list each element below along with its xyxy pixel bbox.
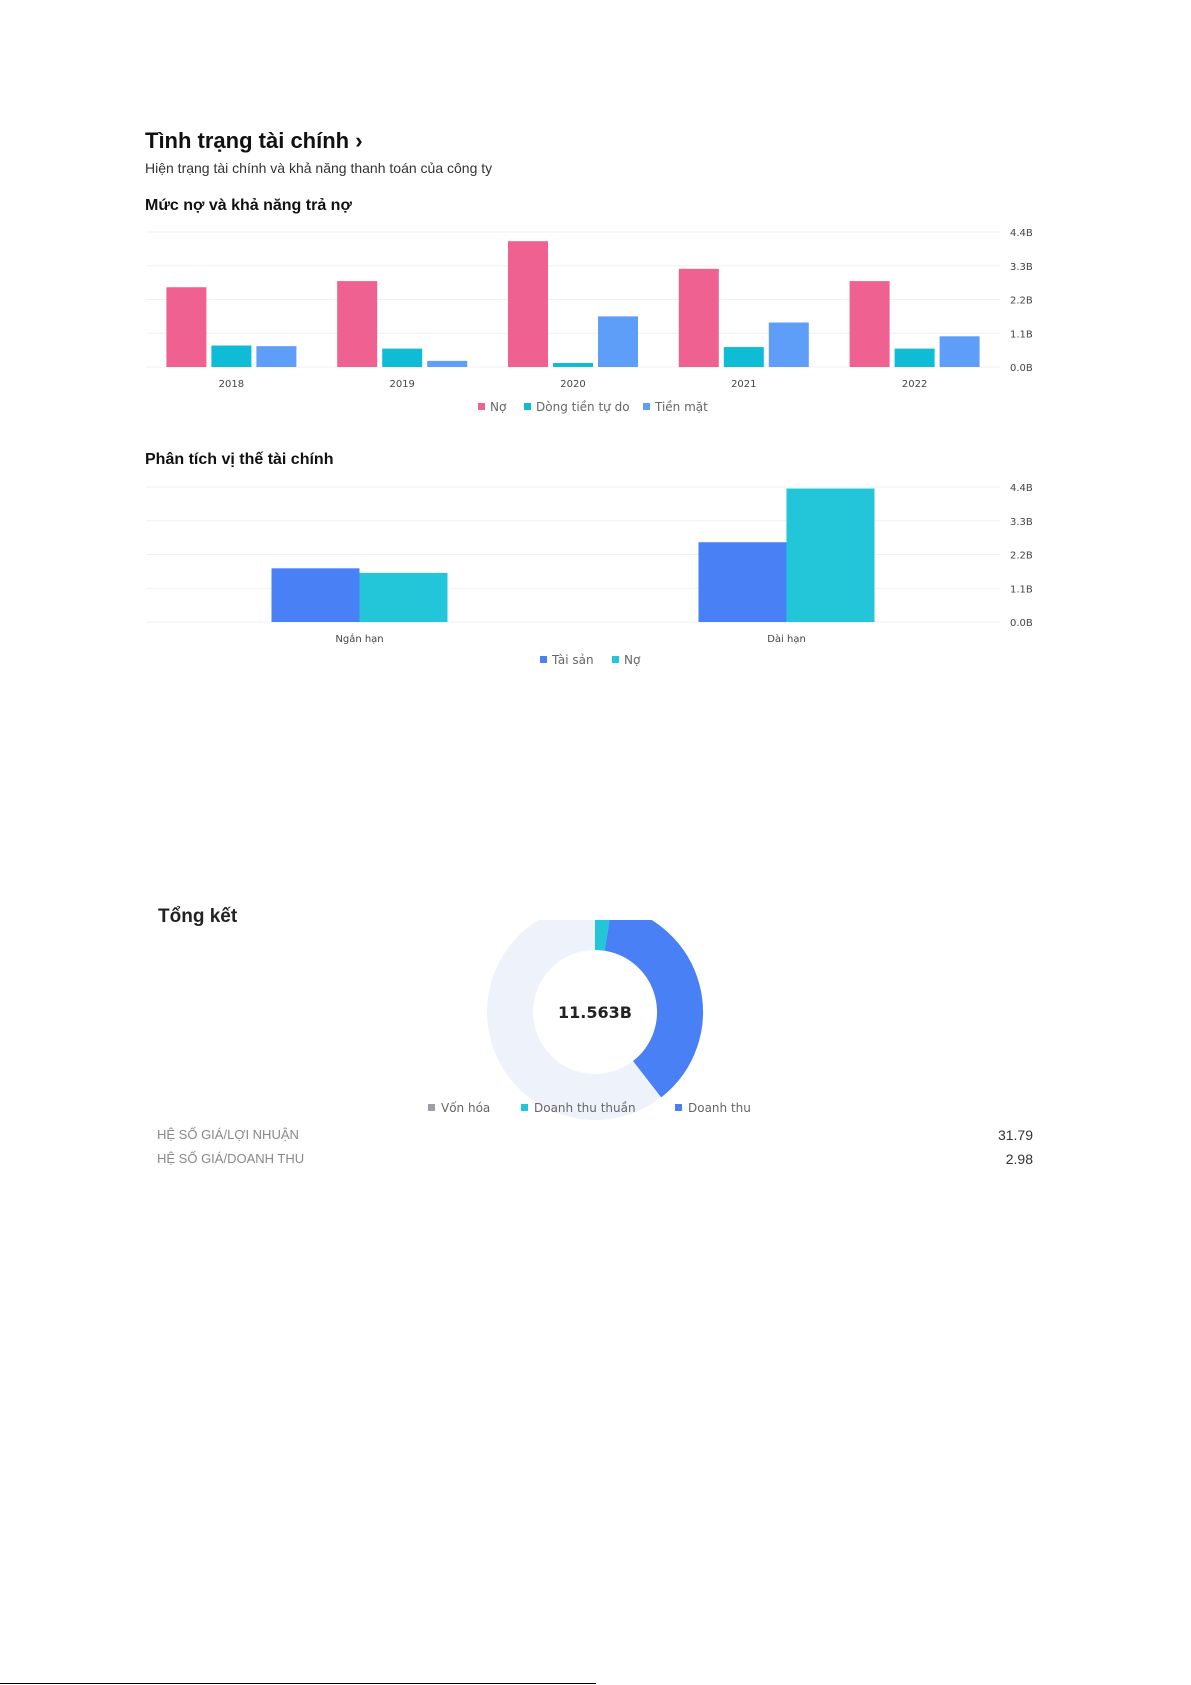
- x-tick-label: 2022: [902, 379, 927, 390]
- legend-swatch: [540, 656, 547, 663]
- legend-swatch: [521, 1104, 528, 1111]
- debt-chart: 0.0B 1.1B 2.2B 3.3B 4.4B 2018 2019 2020 2021 2022…: [146, 228, 1033, 414]
- bar-debt-2020-1[interactable]: [553, 363, 593, 367]
- bar-debt-2022-1[interactable]: [894, 348, 935, 367]
- x-tick-label: 2019: [389, 379, 414, 390]
- bar-position-Ngắn hạn-1[interactable]: [359, 572, 448, 622]
- summary-donut-chart: 11.563B Vốn hóa Doanh thu thuần Doanh thu: [428, 920, 751, 1120]
- y-tick-label: 1.1B: [1010, 584, 1033, 595]
- bar-debt-2020-2[interactable]: [598, 316, 638, 367]
- bar-debt-2021-1[interactable]: [723, 347, 764, 367]
- legend-swatch: [675, 1104, 682, 1111]
- legend-label[interactable]: Dòng tiền tự do: [536, 400, 630, 414]
- y-tick-label: 0.0B: [1010, 363, 1033, 374]
- y-tick-label: 1.1B: [1010, 329, 1033, 340]
- donut-slice[interactable]: [594, 920, 610, 951]
- y-tick-label: 3.3B: [1010, 262, 1033, 273]
- y-tick-label: 3.3B: [1010, 517, 1033, 528]
- chevron-right-icon: ›: [355, 128, 363, 153]
- x-tick-label: Ngắn hạn: [335, 632, 383, 645]
- bar-debt-2018-1[interactable]: [211, 345, 252, 367]
- ratio-value: 31.79: [997, 1127, 1033, 1143]
- ratio-label: HỆ SỐ GIÁ/DOANH THU: [157, 1151, 305, 1166]
- position-chart-title: Phân tích vị thế tài chính: [145, 451, 334, 468]
- x-tick-label: 2020: [560, 379, 585, 390]
- bar-position-Dài hạn-1[interactable]: [786, 488, 875, 622]
- bar-debt-2021-2[interactable]: [768, 322, 809, 367]
- y-tick-label: 2.2B: [1010, 551, 1033, 562]
- legend-swatch: [478, 403, 485, 410]
- y-tick-label: 0.0B: [1010, 618, 1033, 629]
- footer-divider: [0, 1683, 596, 1684]
- y-tick-label: 4.4B: [1010, 228, 1033, 239]
- x-tick-label: 2018: [219, 379, 244, 390]
- legend-label[interactable]: Doanh thu thuần: [534, 1101, 636, 1115]
- legend-label[interactable]: Tiền mặt: [654, 400, 708, 414]
- summary-title: Tổng kết: [158, 906, 238, 927]
- legend-label[interactable]: Nợ: [624, 653, 641, 667]
- legend-label[interactable]: Vốn hóa: [441, 1101, 490, 1115]
- bar-debt-2021-0[interactable]: [678, 268, 719, 367]
- bar-debt-2019-1[interactable]: [382, 348, 423, 367]
- bar-debt-2022-0[interactable]: [849, 281, 890, 367]
- debt-chart-title: Mức nợ và khả năng trả nợ: [145, 197, 352, 214]
- bar-debt-2019-0[interactable]: [337, 281, 378, 367]
- ratio-row-pe: HỆ SỐ GIÁ/LỢI NHUẬN 31.79: [157, 1127, 1033, 1143]
- bar-debt-2022-2[interactable]: [939, 336, 980, 367]
- y-tick-label: 2.2B: [1010, 296, 1033, 307]
- bar-position-Ngắn hạn-0[interactable]: [271, 568, 360, 622]
- ratio-label: HỆ SỐ GIÁ/LỢI NHUẬN: [157, 1127, 299, 1142]
- x-tick-label: Dài hạn: [767, 633, 806, 645]
- x-tick-label: 2021: [731, 379, 756, 390]
- legend-swatch: [524, 403, 531, 410]
- ratio-row-ps: HỆ SỐ GIÁ/DOANH THU 2.98: [157, 1151, 1033, 1167]
- legend-swatch: [643, 403, 650, 410]
- bar-position-Dài hạn-0[interactable]: [698, 542, 787, 622]
- bar-debt-2018-2[interactable]: [256, 346, 297, 367]
- legend-label[interactable]: Tài sản: [551, 653, 594, 667]
- legend-label[interactable]: Nợ: [490, 400, 507, 414]
- legend-label[interactable]: Doanh thu: [688, 1101, 751, 1115]
- ratio-value: 2.98: [1005, 1151, 1033, 1167]
- position-chart: 0.0B 1.1B 2.2B 3.3B 4.4B Ngắn hạn Dài hạn Tài s…: [146, 483, 1033, 667]
- bar-debt-2018-0[interactable]: [166, 287, 207, 367]
- donut-center-value: 11.563B: [558, 1003, 632, 1022]
- donut-slice[interactable]: [603, 920, 703, 1098]
- bar-debt-2020-0[interactable]: [508, 241, 548, 367]
- legend-swatch: [612, 656, 619, 663]
- page-title[interactable]: Tình trạng tài chính ›: [145, 128, 363, 153]
- legend-swatch: [428, 1104, 435, 1111]
- bar-debt-2019-2[interactable]: [427, 360, 468, 367]
- page-subtitle: Hiện trạng tài chính và khả năng thanh t…: [145, 160, 493, 176]
- y-tick-label: 4.4B: [1010, 483, 1033, 494]
